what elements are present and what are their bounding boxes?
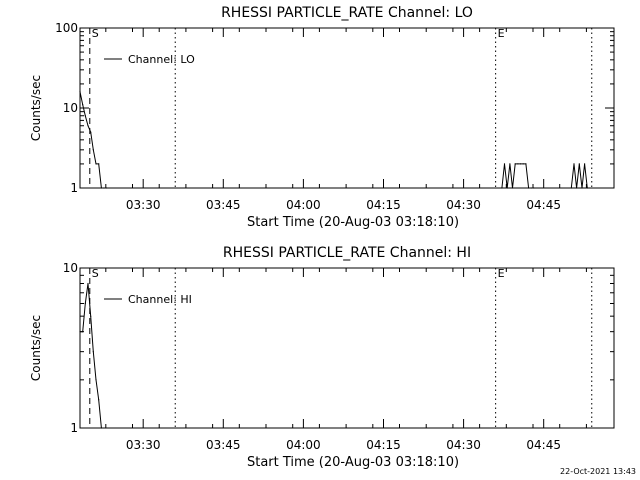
data-point <box>514 163 516 165</box>
data-point <box>87 282 89 285</box>
panel-lo: RHESSI PARTICLE_RATE Channel: LO 1 10 100 03… <box>29 5 615 230</box>
data-point <box>79 331 81 333</box>
data-point <box>570 187 572 189</box>
x-tick-label: 03:30 <box>126 438 161 452</box>
data-point <box>509 163 511 165</box>
x-tick-label: 04:30 <box>446 198 481 212</box>
legend-label: Channel: LO <box>128 53 195 66</box>
marker-label: E <box>498 267 505 280</box>
x-tick-label: 04:00 <box>286 438 321 452</box>
x-tick-label: 03:30 <box>126 198 161 212</box>
data-point <box>586 187 588 189</box>
y-tick-label: 10 <box>63 101 78 115</box>
marker-label: E <box>498 27 505 40</box>
data-point <box>103 187 105 189</box>
data-point <box>82 331 84 333</box>
data-point <box>100 427 102 429</box>
data-point <box>92 149 94 151</box>
x-axis-title: Start Time (20-Aug-03 03:18:10) <box>247 455 459 470</box>
data-point <box>100 187 102 189</box>
data-point <box>82 104 84 106</box>
y-tick-label: 1 <box>70 181 78 195</box>
data-point <box>511 187 514 189</box>
data-point <box>98 399 100 401</box>
data-point <box>98 163 100 165</box>
data-point <box>506 187 508 189</box>
data-point <box>519 163 522 165</box>
data-point <box>501 187 503 189</box>
marker-label: S <box>92 267 99 280</box>
data-point <box>576 187 578 189</box>
data-point <box>503 163 506 165</box>
data-point <box>92 351 94 353</box>
panel-hi: RHESSI PARTICLE_RATE Channel: HI 1 10 03:30… <box>29 245 615 470</box>
y-tick-label: 10 <box>63 261 78 275</box>
data-point <box>525 163 527 165</box>
legend-label: Channel: HI <box>128 293 192 306</box>
data-point <box>522 163 524 165</box>
data-point <box>90 315 92 317</box>
data-point <box>90 131 92 133</box>
data-point <box>95 379 97 381</box>
chart-title: RHESSI PARTICLE_RATE Channel: LO <box>221 5 473 21</box>
data-point <box>584 163 586 165</box>
data-point <box>84 302 86 305</box>
data-point <box>517 163 519 165</box>
x-tick-label: 03:45 <box>206 438 241 452</box>
plot-frame <box>79 27 615 189</box>
data-point <box>581 187 583 189</box>
x-tick-label: 04:45 <box>526 198 561 212</box>
data-point <box>95 163 97 165</box>
data-point <box>530 187 532 189</box>
data-point <box>578 163 580 165</box>
data-point <box>528 187 530 189</box>
y-axis-title: Counts/sec <box>29 315 43 381</box>
marker-label: S <box>92 27 99 40</box>
x-tick-label: 03:45 <box>206 198 241 212</box>
x-tick-label: 04:00 <box>286 198 321 212</box>
x-axis-title: Start Time (20-Aug-03 03:18:10) <box>247 215 459 230</box>
data-point <box>106 187 108 189</box>
x-tick-label: 04:45 <box>526 438 561 452</box>
data-point <box>533 187 535 189</box>
x-tick-label: 04:30 <box>446 438 481 452</box>
plot-frame <box>79 267 615 429</box>
footer-timestamp: 22-Oct-2021 13:43 <box>560 467 636 476</box>
y-axis-title: Counts/sec <box>29 75 43 141</box>
series-line <box>80 283 102 429</box>
y-tick-label: 1 <box>70 421 78 435</box>
data-point <box>87 125 89 127</box>
y-tick-label: 100 <box>55 21 78 35</box>
data-point <box>573 163 575 165</box>
series-line <box>79 91 588 189</box>
x-tick-label: 04:15 <box>366 198 401 212</box>
data-point <box>79 91 81 93</box>
chart-title: RHESSI PARTICLE_RATE Channel: HI <box>223 245 471 261</box>
data-point <box>84 115 86 117</box>
x-tick-label: 04:15 <box>366 438 401 452</box>
